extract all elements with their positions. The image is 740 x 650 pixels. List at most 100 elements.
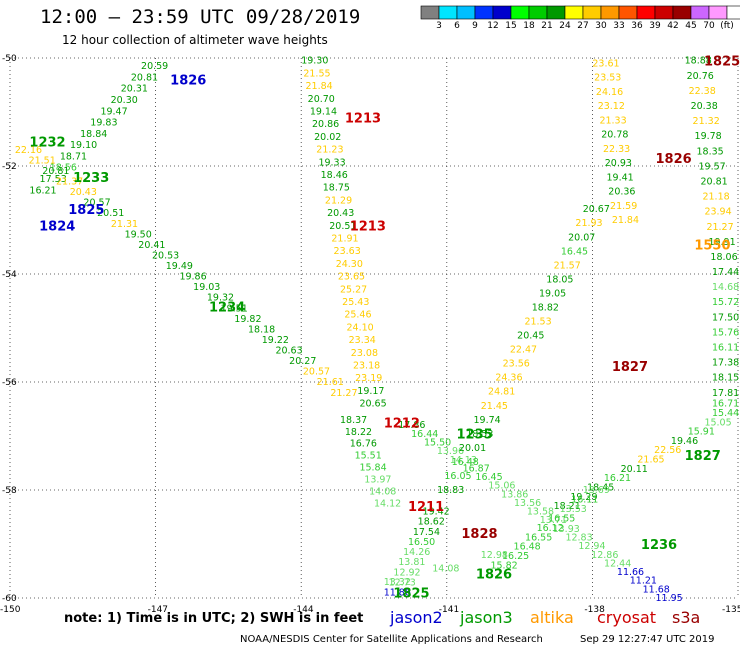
swh-value: 19.22 — [262, 335, 289, 346]
swh-value: 20.76 — [687, 71, 714, 82]
swh-value: 22.47 — [510, 345, 537, 356]
swh-value: 16.87 — [463, 463, 490, 474]
footer-note: note: 1) Time is in UTC; 2) SWH is in fe… — [64, 611, 364, 626]
pass-time-label: 1211 — [408, 500, 444, 515]
swh-value: 23.08 — [351, 348, 378, 359]
swh-value: 14.08 — [432, 563, 459, 574]
swh-value: 12.44 — [604, 558, 631, 569]
legend-altika: altika — [530, 608, 574, 627]
color-swatch — [456, 5, 476, 20]
swh-value: 19.50 — [125, 229, 152, 240]
swh-value: 17.50 — [712, 312, 739, 323]
swh-value: 25.46 — [344, 310, 371, 321]
swh-value: 22.38 — [689, 86, 716, 97]
color-scale-label: 9 — [472, 21, 478, 31]
swh-value: 21.91 — [331, 234, 358, 245]
swh-value: 18.05 — [546, 274, 573, 285]
color-swatch — [528, 5, 548, 20]
swh-value: 20.67 — [583, 204, 610, 215]
color-swatch — [474, 5, 494, 20]
swh-value: 21.51 — [29, 155, 56, 166]
swh-value: 16.25 — [502, 551, 529, 562]
color-scale-bar — [420, 5, 740, 20]
pass-time-label: 1826 — [655, 152, 691, 167]
swh-value: 17.86 — [398, 420, 425, 431]
pass-labels: 1826123212331825182412341213121312121235… — [29, 55, 740, 602]
longitude-tick-label: -150 — [0, 605, 21, 615]
color-swatch — [492, 5, 512, 20]
pass-time-label: 1825 — [704, 55, 740, 70]
swh-value: 21.57 — [554, 260, 581, 271]
color-scale-label: 27 — [577, 21, 589, 31]
swh-value: 12.86 — [591, 550, 618, 561]
swh-value: 20.02 — [314, 132, 341, 143]
swh-value: 25.43 — [342, 297, 369, 308]
swh-value: 20.31 — [121, 84, 148, 95]
swh-value: 12.73 — [389, 577, 416, 588]
swh-value: 12.94 — [578, 541, 605, 552]
swh-value: 23.94 — [704, 207, 731, 218]
swh-value: 18.15 — [712, 373, 739, 384]
swh-value: 23.19 — [355, 373, 382, 384]
longitude-tick-label: -147 — [148, 605, 168, 615]
color-scale-label: 45 — [685, 21, 697, 31]
page-subtitle: 12 hour collection of altimeter wave hei… — [62, 33, 328, 47]
swh-value: 16.05 — [444, 471, 471, 482]
swh-value: 23.56 — [503, 359, 530, 370]
swh-value: 19.49 — [166, 261, 193, 272]
latitude-tick-label: -56 — [2, 378, 17, 388]
swh-value: 19.78 — [695, 131, 722, 142]
swh-value: 15.76 — [712, 327, 739, 338]
swh-value: 23.61 — [592, 58, 619, 69]
swh-value: 13.97 — [364, 475, 391, 486]
swh-value: 24.16 — [596, 87, 623, 98]
swh-value: 20.45 — [517, 331, 544, 342]
swh-value: 14.08 — [369, 487, 396, 498]
swh-value: 22.16 — [15, 145, 42, 156]
swh-value: 13.81 — [398, 557, 425, 568]
swh-value: 19.46 — [671, 436, 698, 447]
swh-value: 18.22 — [345, 427, 372, 438]
swh-value: 19.03 — [193, 282, 220, 293]
swh-value: 14.68 — [712, 282, 739, 293]
swh-value: 20.59 — [141, 61, 168, 72]
color-swatch — [564, 5, 584, 20]
swh-value: 19.91 — [708, 237, 735, 248]
swh-value: 20.81 — [131, 72, 158, 83]
swh-value: 21.45 — [481, 401, 508, 412]
swh-value: 19.47 — [100, 106, 127, 117]
swh-value: 18.46 — [321, 170, 348, 181]
swh-value: 21.29 — [325, 195, 352, 206]
swh-value: 14.12 — [374, 499, 401, 510]
pass-time-label: 1826 — [170, 74, 206, 89]
color-scale-label: 30 — [595, 21, 607, 31]
swh-value: 15.44 — [712, 408, 739, 419]
longitude-tick-label: -135 — [722, 605, 740, 615]
swh-value: 21.93 — [575, 218, 602, 229]
track-jason3-1235-a: 17.8616.4415.5013.9614.1316.8716.4515.06… — [398, 420, 682, 604]
swh-value: 19.14 — [310, 107, 337, 118]
track-s3a-1827-b: 18.2119.2918.4516.2120.1121.6522.5619.46… — [554, 399, 740, 513]
swh-value: 17.53 — [40, 174, 67, 185]
satellite-tracks: 16.2117.5318.5618.7119.1018.8419.8319.47… — [15, 56, 739, 604]
swh-value: 23.53 — [594, 73, 621, 84]
swh-value: 11.66 — [617, 567, 644, 578]
swh-value: 19.82 — [234, 314, 261, 325]
swh-value: 16.11 — [712, 343, 739, 354]
color-scale-label: 24 — [559, 21, 571, 31]
swh-value: 20.11 — [621, 464, 648, 475]
pass-time-label: 1824 — [39, 219, 75, 234]
color-scale-label: 6 — [454, 21, 460, 31]
swh-value: 24.36 — [495, 373, 522, 384]
swh-value: 18.06 — [710, 252, 737, 263]
swh-value: 18.18 — [248, 324, 275, 335]
color-swatch — [636, 5, 656, 20]
swh-value: 20.36 — [608, 187, 635, 198]
axis-ticks: -50 -52 -54 -56 -58 -60-150 -147 -144 -141 -138 -1… — [0, 54, 740, 615]
swh-value: 17.54 — [413, 527, 440, 538]
generated-timestamp: Sep 29 12:27:47 UTC 2019 — [580, 634, 715, 645]
swh-value: 21.31 — [111, 219, 138, 230]
